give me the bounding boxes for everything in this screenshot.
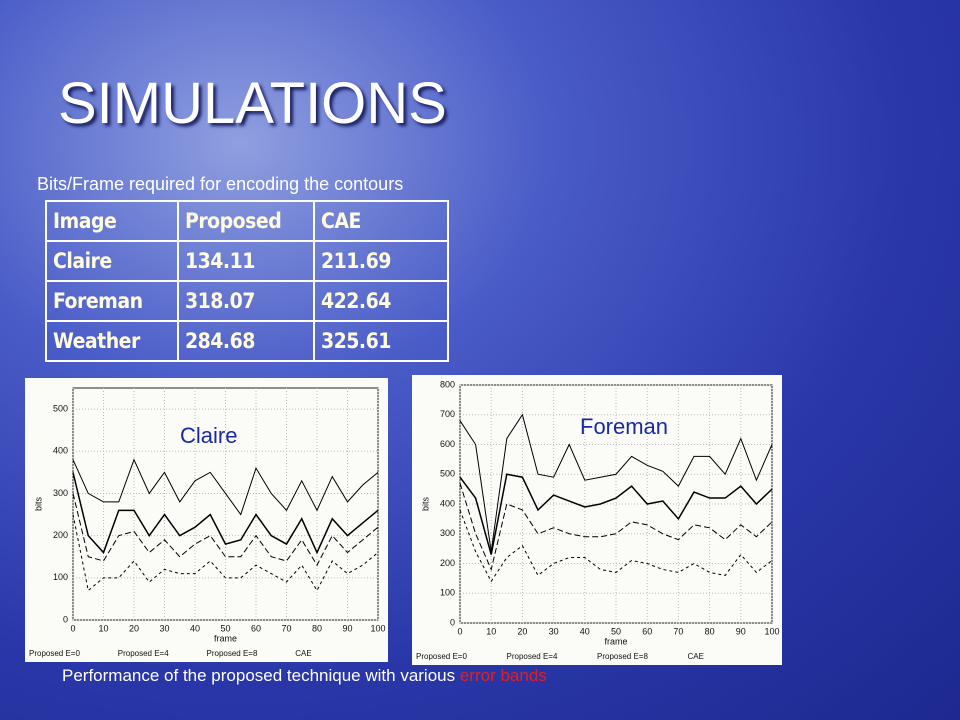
x-tick-label: 80 (705, 626, 715, 636)
series-line (72, 493, 379, 567)
chart: 0 100 200 300 400 500 600 700 800 0 10 20 30 40 50 60 70… (412, 375, 782, 665)
y-axis-label: bits (420, 497, 430, 512)
y-tick-label: 400 (53, 446, 68, 456)
series-line (459, 483, 773, 572)
table-caption: Bits/Frame required for encoding the con… (37, 174, 404, 194)
legend-label: Proposed E=0 (29, 649, 80, 658)
x-tick-label: 70 (281, 623, 291, 633)
series-line (459, 473, 773, 555)
table-cell: Image (45, 200, 179, 242)
y-tick-label: 600 (440, 439, 455, 449)
y-tick-label: 700 (440, 409, 455, 419)
y-axis-label: bits (33, 497, 43, 512)
y-tick-label: 400 (440, 498, 455, 508)
x-tick-label: 0 (70, 623, 75, 633)
table-row: Claire 134.11 211.69 (45, 240, 449, 282)
x-tick-label: 30 (549, 626, 559, 636)
legend-label: Proposed E=0 (416, 652, 467, 661)
table-cell: Proposed (177, 200, 315, 242)
x-tick-label: 100 (370, 623, 385, 633)
y-tick-label: 200 (440, 558, 455, 568)
x-tick-label: 80 (312, 623, 322, 633)
x-tick-label: 20 (517, 626, 527, 636)
y-tick-label: 500 (53, 403, 68, 413)
series-line (72, 472, 379, 555)
x-tick-label: 20 (129, 623, 139, 633)
x-tick-label: 40 (580, 626, 590, 636)
x-tick-label: 40 (190, 623, 200, 633)
series-line (459, 509, 773, 583)
x-tick-label: 50 (220, 623, 230, 633)
table-cell: 211.69 (313, 240, 449, 282)
table-cell: 134.11 (177, 240, 315, 282)
table-cell: Weather (45, 320, 179, 362)
slide-title: SIMULATIONS (58, 71, 447, 136)
legend-label: Proposed E=8 (207, 649, 258, 658)
x-axis-label: frame (214, 633, 237, 643)
legend-label: Proposed E=8 (597, 652, 648, 661)
legend-label: Proposed E=4 (507, 652, 558, 661)
y-tick-label: 300 (440, 528, 455, 538)
legend-label: CAE (688, 652, 704, 661)
table-cell: 318.07 (177, 280, 315, 322)
table-cell: Foreman (45, 280, 179, 322)
y-tick-label: 300 (53, 488, 68, 498)
table-cell: CAE (313, 200, 449, 242)
chart-label: Claire (180, 423, 237, 448)
results-table: Image Proposed CAE Claire 134.11 211.69 Forema… (45, 200, 449, 362)
series-line (459, 413, 773, 552)
x-tick-label: 10 (486, 626, 496, 636)
table-cell: 284.68 (177, 320, 315, 362)
figure-caption: Performance of the proposed technique wi… (62, 666, 547, 686)
x-tick-label: 100 (764, 626, 779, 636)
y-tick-label: 500 (440, 469, 455, 479)
x-tick-label: 90 (736, 626, 746, 636)
y-tick-label: 800 (440, 379, 455, 389)
x-tick-label: 50 (611, 626, 621, 636)
series-line (72, 514, 379, 592)
x-tick-label: 60 (642, 626, 652, 636)
x-tick-label: 10 (98, 623, 108, 633)
x-tick-label: 30 (159, 623, 169, 633)
table-row: Image Proposed CAE (45, 200, 449, 242)
caption-highlight: error bands (459, 666, 547, 685)
y-tick-label: 100 (440, 588, 455, 598)
chart: 0 100 200 300 400 500 0 10 20 30 40 50 60 70 80 90 100 fr… (25, 378, 388, 662)
x-tick-label: 90 (342, 623, 352, 633)
legend-label: CAE (295, 649, 311, 658)
table-row: Foreman 318.07 422.64 (45, 280, 449, 322)
x-tick-label: 70 (673, 626, 683, 636)
table-cell: 422.64 (313, 280, 449, 322)
y-tick-label: 0 (450, 617, 455, 627)
x-tick-label: 60 (251, 623, 261, 633)
legend-label: Proposed E=4 (118, 649, 169, 658)
table-row: Weather 284.68 325.61 (45, 320, 449, 362)
chart-label: Foreman (580, 414, 668, 439)
table-cell: Claire (45, 240, 179, 282)
y-tick-label: 0 (63, 614, 68, 624)
caption-text: Performance of the proposed technique wi… (62, 666, 460, 685)
x-tick-label: 0 (457, 626, 462, 636)
x-axis-label: frame (604, 636, 627, 646)
y-tick-label: 100 (53, 572, 68, 582)
y-tick-label: 200 (53, 530, 68, 540)
table-cell: 325.61 (313, 320, 449, 362)
series-line (72, 458, 379, 516)
